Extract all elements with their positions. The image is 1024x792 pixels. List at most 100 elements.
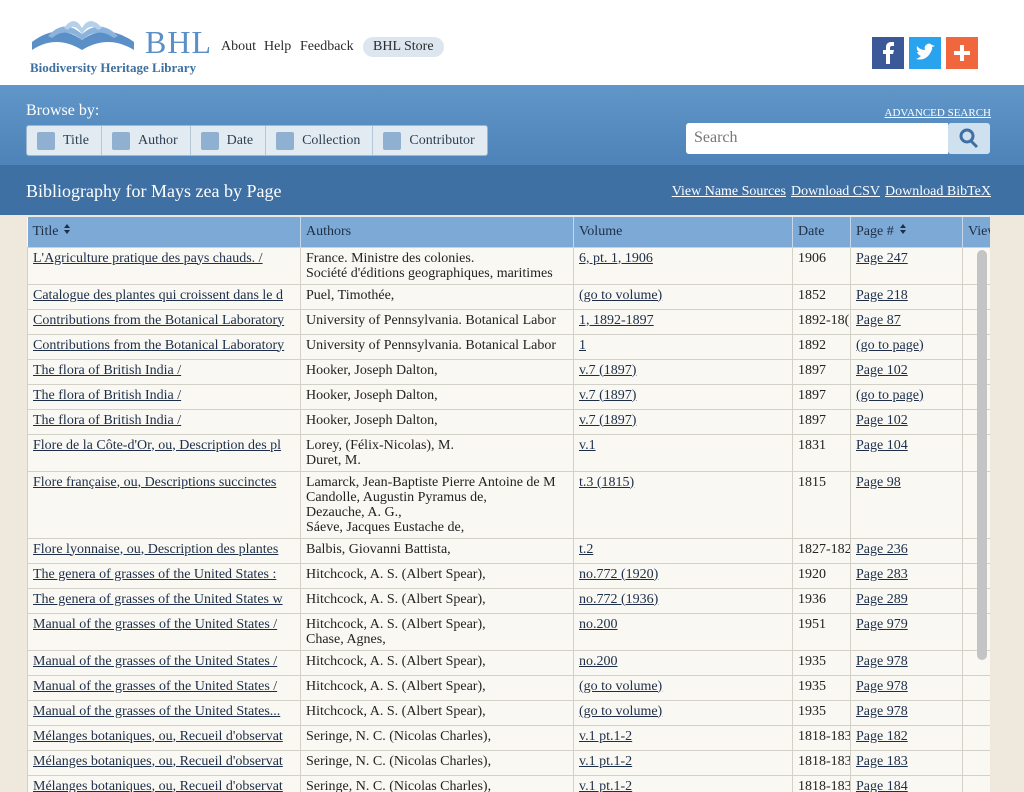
page-link[interactable]: Page 184 — [856, 778, 908, 792]
facebook-icon[interactable] — [872, 37, 904, 69]
volume-cell: 1 — [573, 333, 793, 360]
column-label: Volume — [579, 223, 623, 239]
volume-link[interactable]: no.200 — [579, 653, 618, 669]
title-link[interactable]: Manual of the grasses of the United Stat… — [33, 653, 278, 669]
page-link[interactable]: Page 283 — [856, 566, 908, 582]
title-link[interactable]: Mélanges botaniques, ou, Recueil d'obser… — [33, 728, 283, 744]
title-link[interactable]: The flora of British India / — [33, 412, 182, 428]
authors-cell: Hitchcock, A. S. (Albert Spear), — [300, 649, 574, 676]
page-link[interactable]: Page 979 — [856, 616, 908, 632]
volume-cell: v.7 (1897) — [573, 408, 793, 435]
browse-button[interactable]: Title — [27, 126, 102, 155]
page-link[interactable]: Page 978 — [856, 703, 908, 719]
title-cell: Manual of the grasses of the United Stat… — [27, 649, 301, 676]
browse-button[interactable]: Date — [191, 126, 267, 155]
volume-link[interactable]: 1 — [579, 337, 586, 353]
title-link[interactable]: Contributions from the Botanical Laborat… — [33, 337, 285, 353]
volume-link[interactable]: t.3 (1815) — [579, 474, 635, 490]
author: Hooker, Joseph Dalton, — [306, 387, 438, 403]
search-input[interactable]: Search — [686, 123, 948, 154]
page-link[interactable]: Page 289 — [856, 591, 908, 607]
store-button[interactable]: BHL Store — [363, 37, 444, 57]
search-button[interactable] — [948, 123, 990, 154]
title-cell: The flora of British India / — [27, 358, 301, 385]
title-cell: Flore française, ou, Descriptions succin… — [27, 470, 301, 539]
add-icon[interactable] — [946, 37, 978, 69]
nav-link[interactable]: Feedback — [300, 39, 354, 54]
title-link[interactable]: Contributions from the Botanical Laborat… — [33, 312, 285, 328]
twitter-icon[interactable] — [909, 37, 941, 69]
page-link[interactable]: (go to page) — [856, 387, 924, 403]
page-link[interactable]: Page 978 — [856, 678, 908, 694]
title-link[interactable]: Catalogue des plantes qui croissent dans… — [33, 287, 283, 303]
column-header[interactable]: Title — [27, 217, 301, 247]
page-link[interactable]: Page 102 — [856, 412, 908, 428]
page-link[interactable]: Page 236 — [856, 541, 908, 557]
download-link[interactable]: Download BibTeX — [885, 184, 991, 199]
page-link[interactable]: Page 102 — [856, 362, 908, 378]
sort-icon[interactable] — [898, 223, 908, 235]
page-cell: Page 283 — [850, 562, 963, 589]
title-link[interactable]: Manual of the grasses of the United Stat… — [33, 616, 278, 632]
page-cell: Page 104 — [850, 433, 963, 472]
logo-icon — [32, 21, 134, 50]
title-link[interactable]: The genera of grasses of the United Stat… — [33, 566, 277, 582]
page-link[interactable]: Page 98 — [856, 474, 901, 490]
volume-link[interactable]: v.1 pt.1-2 — [579, 728, 633, 744]
page-link[interactable]: Page 247 — [856, 250, 908, 266]
title-link[interactable]: Mélanges botaniques, ou, Recueil d'obser… — [33, 778, 283, 792]
volume-link[interactable]: no.200 — [579, 616, 618, 632]
volume-link[interactable]: (go to volume) — [579, 703, 663, 719]
title-link[interactable]: Flore française, ou, Descriptions succin… — [33, 474, 277, 490]
page-link[interactable]: Page 182 — [856, 728, 908, 744]
download-link[interactable]: Download CSV — [790, 184, 881, 199]
volume-link[interactable]: v.7 (1897) — [579, 412, 637, 428]
browse-button[interactable]: Collection — [266, 126, 374, 155]
author: University of Pennsylvania. Botanical La… — [306, 337, 556, 353]
volume-link[interactable]: v.1 pt.1-2 — [579, 753, 633, 769]
title-link[interactable]: Mélanges botaniques, ou, Recueil d'obser… — [33, 753, 283, 769]
title-link[interactable]: The genera of grasses of the United Stat… — [33, 591, 283, 607]
title-link[interactable]: Flore de la Côte-d'Or, ou, Description d… — [33, 437, 282, 453]
volume-link[interactable]: v.7 (1897) — [579, 387, 637, 403]
browse-button[interactable]: Contributor — [373, 126, 486, 155]
volume-link[interactable]: 1, 1892-1897 — [579, 312, 654, 328]
page-link[interactable]: Page 87 — [856, 312, 901, 328]
volume-link[interactable]: (go to volume) — [579, 287, 663, 303]
page-link[interactable]: (go to page) — [856, 337, 924, 353]
table-row: The genera of grasses of the United Stat… — [27, 562, 990, 589]
authors-cell: Hooker, Joseph Dalton, — [300, 383, 574, 410]
title-link[interactable]: Manual of the grasses of the United Stat… — [33, 703, 281, 719]
browse-button[interactable]: Author — [102, 126, 191, 155]
page-link[interactable]: Page 183 — [856, 753, 908, 769]
volume-link[interactable]: no.772 (1920) — [579, 566, 659, 582]
volume-link[interactable]: v.1 — [579, 437, 596, 453]
page-link[interactable]: Page 218 — [856, 287, 908, 303]
download-link[interactable]: View Name Sources — [671, 184, 786, 199]
date-cell: 1818-183 — [792, 749, 851, 776]
nav-link[interactable]: About — [221, 39, 256, 54]
nav-link[interactable]: Help — [264, 39, 292, 54]
button-icon — [200, 131, 219, 150]
column-header[interactable]: Page # — [850, 217, 963, 247]
author: Dezauche, A. G., — [306, 504, 402, 520]
page-link[interactable]: Page 104 — [856, 437, 908, 453]
advanced-search-link[interactable]: ADVANCED SEARCH — [884, 107, 991, 119]
title-link[interactable]: L'Agriculture pratique des pays chauds. … — [33, 250, 263, 266]
volume-link[interactable]: v.1 pt.1-2 — [579, 778, 633, 792]
title-link[interactable]: The flora of British India / — [33, 387, 182, 403]
volume-link[interactable]: no.772 (1936) — [579, 591, 659, 607]
page-cell: Page 236 — [850, 537, 963, 564]
date-cell: 1897 — [792, 408, 851, 435]
title-link[interactable]: Flore lyonnaise, ou, Description des pla… — [33, 541, 279, 557]
table-wrap: Title Authors Volume Date Page # View L'Agricu… — [27, 217, 990, 792]
volume-link[interactable]: v.7 (1897) — [579, 362, 637, 378]
title-link[interactable]: The flora of British India / — [33, 362, 182, 378]
volume-link[interactable]: (go to volume) — [579, 678, 663, 694]
sort-icon[interactable] — [62, 223, 72, 235]
volume-link[interactable]: 6, pt. 1, 1906 — [579, 250, 653, 266]
volume-link[interactable]: t.2 — [579, 541, 594, 557]
page-link[interactable]: Page 978 — [856, 653, 908, 669]
volume-cell: v.1 pt.1-2 — [573, 724, 793, 751]
title-link[interactable]: Manual of the grasses of the United Stat… — [33, 678, 278, 694]
